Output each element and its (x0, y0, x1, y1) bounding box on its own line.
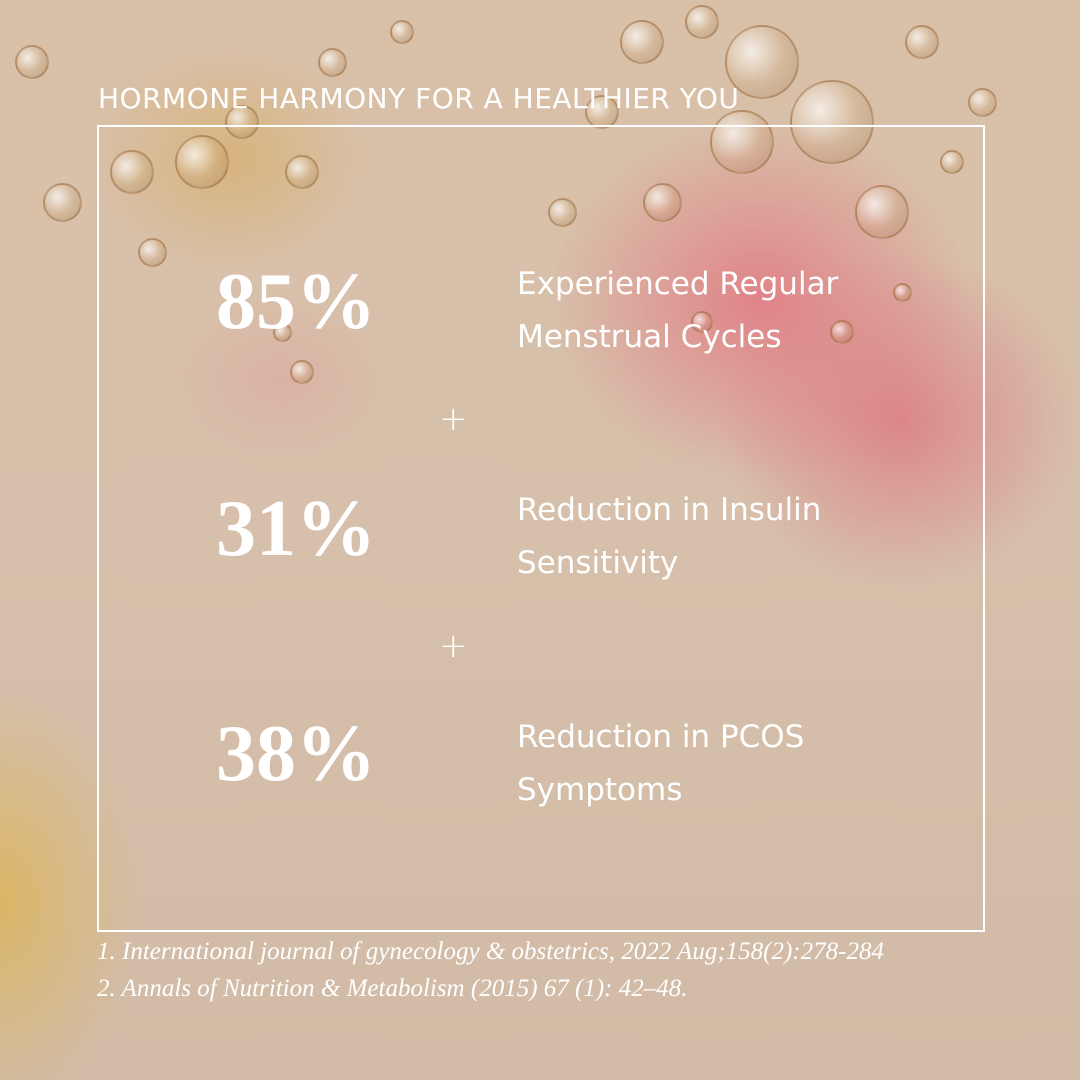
bubble (685, 5, 719, 39)
stat-description-3: Reduction in PCOS Symptoms (517, 711, 804, 817)
bubble (137, 237, 167, 267)
bubble (175, 135, 229, 189)
bubble (642, 182, 682, 222)
plus-separator: + (439, 626, 468, 666)
stat-description-line: Experienced Regular (517, 266, 839, 302)
stat-value-2: 31% (216, 485, 376, 573)
page-title: HORMONE HARMONY FOR A HEALTHIER YOU (98, 82, 740, 115)
stat-description-line: Menstrual Cycles (517, 319, 782, 355)
stats-frame (97, 125, 985, 932)
bubble (892, 282, 912, 302)
bubble (725, 25, 799, 99)
bubble (110, 150, 154, 194)
bubble (42, 182, 82, 222)
bubble (790, 80, 874, 164)
stat-value-1: 85% (216, 258, 376, 346)
reference-2: 2. Annals of Nutrition & Metabolism (201… (97, 975, 688, 1002)
stat-description-line: Reduction in Insulin (517, 492, 822, 528)
stat-description-2: Reduction in Insulin Sensitivity (517, 484, 821, 590)
bubble (691, 311, 713, 333)
stat-value-3: 38% (216, 710, 376, 798)
bubble (585, 95, 619, 129)
bubble (547, 197, 577, 227)
bubble (15, 45, 49, 79)
bubble (905, 25, 939, 59)
stat-description-line: Symptoms (517, 772, 683, 808)
bubble (830, 320, 854, 344)
bubble (290, 360, 314, 384)
stat-description-line: Reduction in PCOS (517, 719, 805, 755)
stat-description-1: Experienced Regular Menstrual Cycles (517, 258, 838, 364)
bubble (390, 20, 414, 44)
bubble (940, 150, 964, 174)
bubble (272, 322, 292, 342)
stat-description-line: Sensitivity (517, 545, 679, 581)
bubble (317, 47, 347, 77)
reference-1: 1. International journal of gynecology &… (97, 938, 884, 965)
bubble (285, 155, 319, 189)
bubble (855, 185, 909, 239)
plus-separator: + (439, 399, 468, 439)
bubble (620, 20, 664, 64)
bubble (710, 110, 774, 174)
bubble (967, 87, 997, 117)
bubble (225, 105, 259, 139)
